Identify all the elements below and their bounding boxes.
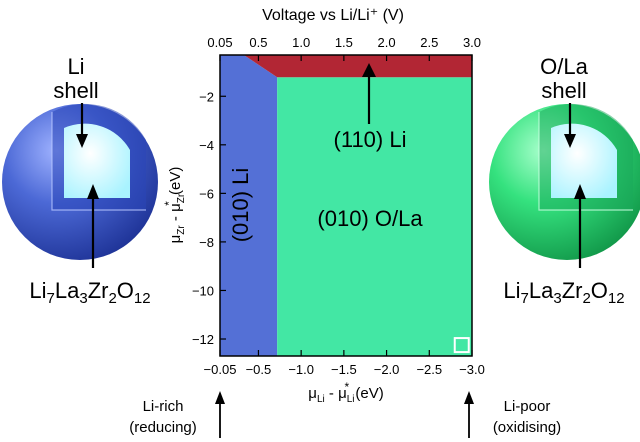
top-axis-title: Voltage vs Li/Li⁺ (V) xyxy=(262,7,404,24)
x-tick-label: −1.0 xyxy=(288,362,314,377)
top-tick-label: 2.0 xyxy=(378,35,396,50)
y-tick-label: −2 xyxy=(199,89,214,104)
li-rich-sublabel: (reducing) xyxy=(129,419,197,436)
top-tick-label: 2.5 xyxy=(420,35,438,50)
open-square-marker xyxy=(453,337,470,354)
left-core-arrow-head xyxy=(87,184,99,199)
top-tick-label: 0.05 xyxy=(207,35,232,50)
y-tick-label: −6 xyxy=(199,186,214,201)
left-formula: Li7La3Zr2O12 xyxy=(29,278,150,307)
right-core-arrow-head xyxy=(574,184,586,199)
y-axis-label: μZr - μZr* (eV) xyxy=(162,167,187,244)
phase-region-2 xyxy=(243,55,472,78)
li-poor-arrow-head xyxy=(464,391,474,404)
li-rich-label: Li-rich xyxy=(143,398,184,415)
left-shell-label-line2: shell xyxy=(53,78,98,103)
li-shell-sphere xyxy=(2,103,158,260)
left-shell-arrow-head xyxy=(76,134,88,148)
phase-regions xyxy=(220,55,472,357)
y-tick-label: −12 xyxy=(192,332,214,347)
x-tick-label: −2.0 xyxy=(374,362,400,377)
region-label-010-li: (010) Li xyxy=(228,168,253,243)
ola-shell-sphere xyxy=(489,103,640,260)
top-tick-label: 1.0 xyxy=(292,35,310,50)
right-shell-label-line2: shell xyxy=(541,78,586,103)
x-tick-label: −2.5 xyxy=(416,362,442,377)
li-poor-sublabel: (oxidising) xyxy=(493,419,561,436)
phase-diagram-plot: (110) Li (010) O/La (010) Li −0.05 −0.5 −1… xyxy=(192,35,485,377)
top-tick-label: 1.5 xyxy=(335,35,353,50)
x-axis-label: μLi - μLi* (eV) xyxy=(308,380,383,405)
y-tick-label: −8 xyxy=(199,235,214,250)
region-label-010-ola: (010) O/La xyxy=(317,206,423,231)
plot-frame xyxy=(219,54,473,357)
top-axis-ticks: 0.05 0.5 1.0 1.5 2.0 2.5 3.0 xyxy=(207,35,481,61)
y-tick-label: −4 xyxy=(199,138,214,153)
x-tick-label: −1.5 xyxy=(331,362,357,377)
y-tick-label: −10 xyxy=(192,283,214,298)
arrow-110-head xyxy=(362,63,376,77)
li-rich-arrow-head xyxy=(215,391,225,404)
x-tick-label: −0.5 xyxy=(246,362,272,377)
right-shell-label-line1: O/La xyxy=(540,54,588,79)
left-shell-label-line1: Li xyxy=(67,54,84,79)
top-tick-label: 3.0 xyxy=(463,35,481,50)
right-formula: Li7La3Zr2O12 xyxy=(503,278,624,307)
x-tick-label: −0.05 xyxy=(204,362,237,377)
phase-region-1 xyxy=(277,77,472,357)
y-axis-ticks: −2 −4 −6 −8 −10 −12 xyxy=(192,89,226,347)
open-square-point xyxy=(453,337,470,354)
x-axis-ticks: −0.05 −0.5 −1.0 −1.5 −2.0 −2.5 −3.0 xyxy=(204,350,485,377)
region-label-110-li: (110) Li xyxy=(334,127,407,152)
li-poor-label: Li-poor xyxy=(504,398,551,415)
phase-region-0 xyxy=(220,55,278,356)
right-shell-arrow-head xyxy=(564,134,576,148)
x-tick-label: −3.0 xyxy=(459,362,485,377)
top-tick-label: 0.5 xyxy=(249,35,267,50)
